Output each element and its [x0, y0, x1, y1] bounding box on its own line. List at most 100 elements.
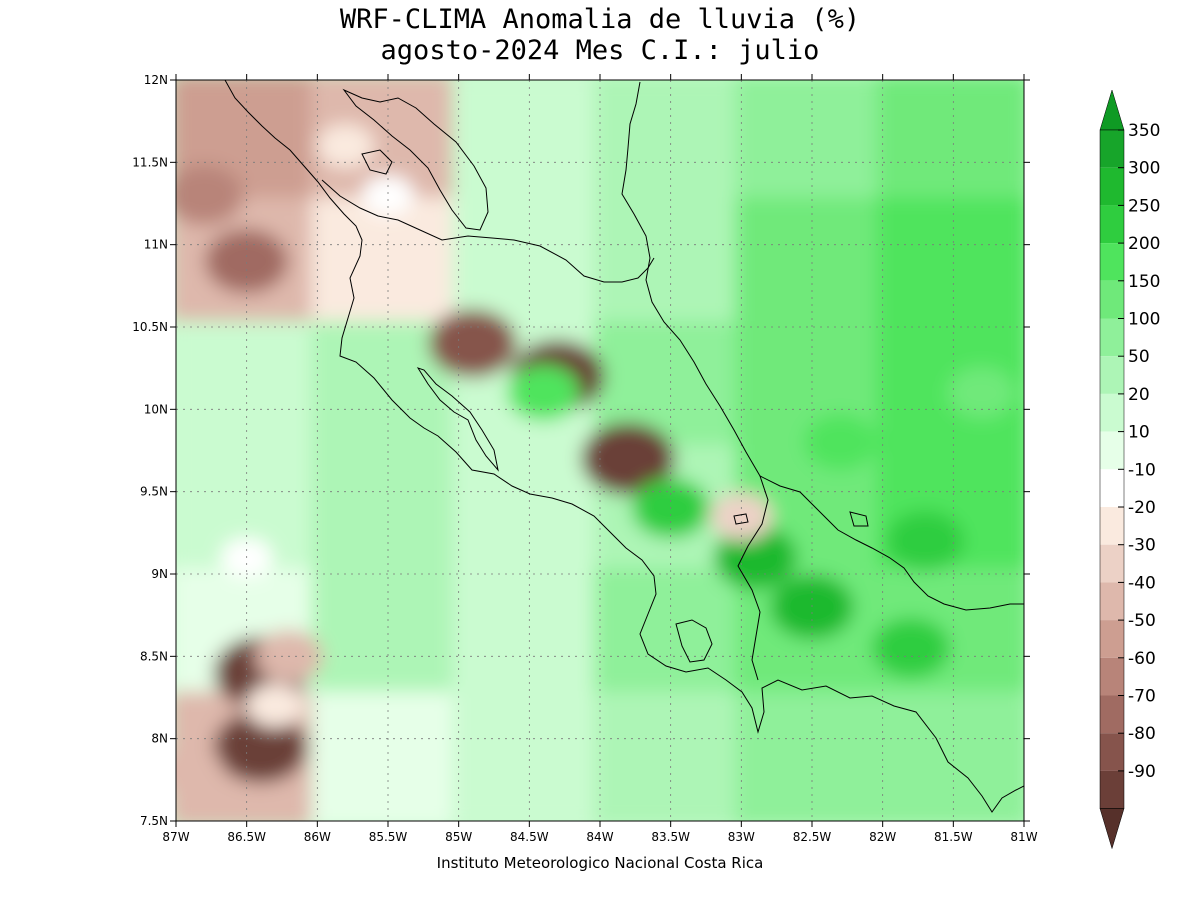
lon-tick-label: 82W: [869, 830, 896, 844]
lon-tick-label: 84.5W: [510, 830, 549, 844]
anomaly-field: [176, 80, 1024, 821]
field-patch: [886, 511, 965, 572]
lon-tick-label: 84W: [586, 830, 613, 844]
colorbar-bin: [1100, 393, 1124, 432]
lon-tick-label: 82.5W: [793, 830, 832, 844]
field-patch: [871, 618, 950, 679]
field-patch: [947, 366, 1016, 419]
field-cell: [452, 691, 606, 821]
colorbar-label: -40: [1128, 573, 1156, 593]
colorbar-label: 150: [1128, 272, 1160, 292]
field-patch: [205, 229, 289, 294]
colorbar-bin: [1100, 205, 1124, 244]
field-patch: [317, 123, 375, 168]
colorbar-bin: [1100, 318, 1124, 357]
lon-tick-label: 87W: [162, 830, 189, 844]
colorbar-label: 200: [1128, 234, 1160, 254]
colorbar-cap-top: [1099, 89, 1125, 131]
border-nicaragua: [321, 179, 655, 283]
colorbar-label: -70: [1128, 687, 1156, 707]
lat-tick-label: 9.5N: [140, 485, 168, 499]
colorbar-label: 300: [1128, 159, 1160, 179]
lon-tick-label: 85.5W: [369, 830, 408, 844]
island-bocas: [849, 511, 869, 527]
lon-tick-label: 81W: [1010, 830, 1037, 844]
colorbar-label: 100: [1128, 310, 1160, 330]
lake-nicaragua: [342, 88, 489, 231]
lat-tick-label: 8.5N: [140, 649, 168, 663]
coastline-caribbean: [621, 81, 1024, 611]
colorbar-label: -20: [1128, 498, 1156, 518]
map-credit: Instituto Meteorologico Nacional Costa R…: [436, 854, 764, 872]
colorbar-bin: [1100, 130, 1124, 168]
colorbar-bin: [1100, 620, 1124, 658]
colorbar-bin: [1100, 770, 1124, 809]
colorbar-bin: [1100, 469, 1124, 507]
field-cell: [594, 568, 748, 704]
colorbar: 350 300 250 200 150 100 50 20 10 -10 -20 -30 -40 -50 -…: [1099, 89, 1160, 850]
colorbar-bin: [1100, 243, 1124, 281]
lon-tick-label: 86W: [304, 830, 331, 844]
colorbar-label: 350: [1128, 121, 1160, 141]
field-cell: [594, 691, 748, 821]
field-patch: [803, 414, 877, 471]
lat-tick-label: 10.5N: [132, 320, 168, 334]
field-cell: [735, 691, 889, 821]
lon-tick-label: 81.5W: [934, 830, 973, 844]
colorbar-bin: [1100, 431, 1124, 470]
island-coiba: [733, 513, 749, 525]
lat-tick-label: 12N: [144, 73, 168, 87]
colorbar-label: 20: [1128, 385, 1150, 405]
field-patch: [176, 745, 224, 798]
lat-tick-label: 7.5N: [140, 814, 168, 828]
field-patch: [428, 309, 517, 378]
colorbar-bin: [1100, 657, 1124, 696]
colorbar-label: 250: [1128, 196, 1160, 216]
field-cell: [876, 80, 1024, 210]
field-patch: [213, 710, 308, 783]
field-patch: [246, 683, 304, 728]
colorbar-label: 10: [1128, 423, 1150, 443]
field-cell: [876, 197, 1024, 333]
colorbar-bin: [1100, 544, 1124, 583]
colorbar-label: -10: [1128, 460, 1156, 480]
map-area: [176, 80, 1024, 821]
lon-tick-label: 85W: [445, 830, 472, 844]
colorbar-label: -30: [1128, 536, 1156, 556]
lat-tick-label: 11N: [144, 238, 168, 252]
colorbar-bin: [1100, 733, 1124, 771]
gridlines: [176, 80, 1024, 821]
colorbar-bin: [1100, 167, 1124, 206]
colorbar-label: -50: [1128, 611, 1156, 631]
field-cell: [311, 444, 465, 580]
field-patch: [362, 175, 414, 216]
colorbar-bin: [1100, 695, 1124, 734]
dulce-gulf: [675, 619, 713, 663]
colorbar-cap-bottom: [1099, 808, 1125, 850]
field-patch: [581, 422, 676, 495]
field-cell: [311, 691, 465, 821]
colorbar-label: 50: [1128, 347, 1150, 367]
lon-tick-label: 83W: [728, 830, 755, 844]
nicoya-gulf: [416, 367, 499, 472]
lat-tick-label: 9N: [151, 567, 168, 581]
lat-tick-label: 8N: [151, 732, 168, 746]
colorbar-bin: [1100, 582, 1124, 621]
title-line-2: agosto-2024 Mes C.I.: julio: [380, 35, 820, 66]
colorbar-bin: [1100, 356, 1124, 394]
lat-tick-label: 10N: [144, 402, 168, 416]
field-patch: [507, 364, 580, 421]
lon-tick-label: 86.5W: [227, 830, 266, 844]
colorbar-label: -90: [1128, 762, 1156, 782]
lon-tick-label: 83.5W: [651, 830, 690, 844]
field-patch: [176, 165, 244, 226]
coastline-panama-inland: [737, 475, 769, 681]
field-cell: [452, 568, 606, 704]
colorbar-label: -60: [1128, 649, 1156, 669]
field-cell: [876, 691, 1024, 821]
coastline-nicaragua-costa-rica: [224, 80, 1024, 813]
colorbar-frame: [1099, 129, 1125, 809]
field-patch: [710, 492, 773, 541]
field-cell: [176, 321, 324, 457]
